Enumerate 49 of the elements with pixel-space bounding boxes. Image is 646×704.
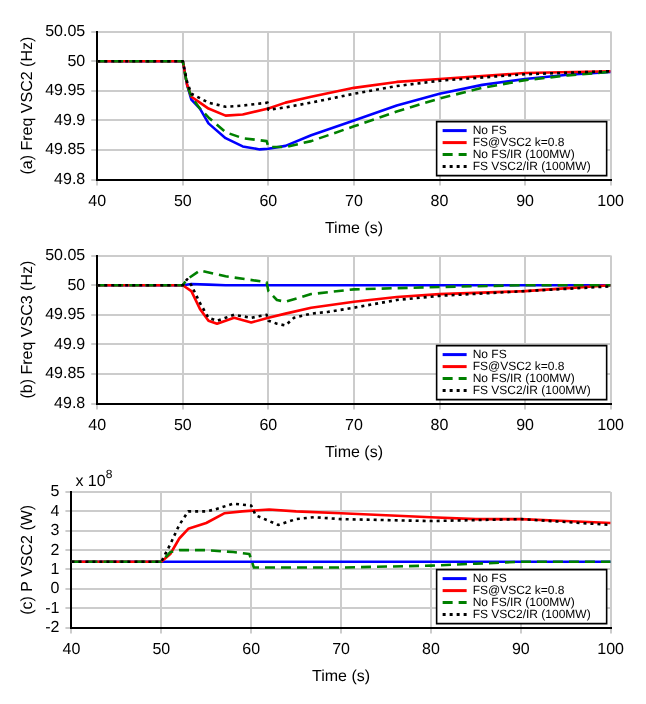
y-tick-label: 2 xyxy=(50,540,61,559)
y-tick-label: 0 xyxy=(50,579,61,598)
y-axis-title: (a) Freq VSC2 (Hz) xyxy=(18,36,37,175)
y-tick-label: 49.8 xyxy=(54,170,87,189)
x-tick-label: 100 xyxy=(597,415,626,434)
x-tick-label: 40 xyxy=(62,639,82,658)
x-tick-label: 80 xyxy=(430,191,450,210)
y-tick-label: 5 xyxy=(50,482,61,501)
x-tick-label: 40 xyxy=(88,415,108,434)
x-tick-label: 70 xyxy=(345,415,364,434)
x-tick-label: 70 xyxy=(332,639,352,658)
y-tick-label: 50 xyxy=(67,51,87,70)
x-tick-label: 90 xyxy=(511,639,531,658)
line-series xyxy=(71,548,611,569)
x-tick-label: 60 xyxy=(259,415,279,434)
x-tick-label: 70 xyxy=(345,191,364,210)
x-tick-label: 80 xyxy=(430,415,450,434)
x-tick-label: 90 xyxy=(516,191,536,210)
x-axis-title: Time (s) xyxy=(324,218,384,237)
y-tick-label: 49.95 xyxy=(45,81,87,100)
y-tick-label: -2 xyxy=(45,618,61,637)
x-tick-label: 90 xyxy=(516,415,536,434)
x-tick-label: 100 xyxy=(597,191,626,210)
x-tick-label: 60 xyxy=(259,191,279,210)
y-tick-label: 49.9 xyxy=(54,334,87,353)
y-tick-label: 49.95 xyxy=(45,305,87,324)
x-tick-label: 80 xyxy=(422,639,441,658)
x-tick-label: 50 xyxy=(173,415,193,434)
x-tick-label: 50 xyxy=(173,191,193,210)
y-tick-label: 1 xyxy=(50,559,61,578)
y-tick-label: -1 xyxy=(45,598,61,617)
y-tick-label: 49.85 xyxy=(45,364,87,383)
y-tick-label: 50 xyxy=(67,275,87,294)
y-tick-label: 49.9 xyxy=(54,110,87,129)
y-tick-label: 4 xyxy=(50,501,61,520)
line-series xyxy=(97,269,611,304)
x-axis-title: Time (s) xyxy=(312,666,371,685)
x-axis-title: Time (s) xyxy=(324,442,384,461)
x-tick-label: 50 xyxy=(152,639,172,658)
y-tick-label: 50.05 xyxy=(45,22,87,41)
x-tick-label: 100 xyxy=(597,639,626,658)
y-axis-title: (c) P VSC2 (W) xyxy=(18,504,37,615)
y-tick-label: 49.85 xyxy=(45,140,87,159)
y-axis-title: (b) Freq VSC3 (Hz) xyxy=(18,260,37,399)
y-tick-label: 49.8 xyxy=(54,394,87,413)
y-tick-label: 3 xyxy=(50,521,61,540)
y-tick-label: 50.05 xyxy=(45,246,87,265)
x-tick-label: 60 xyxy=(242,639,262,658)
x-tick-label: 40 xyxy=(88,191,108,210)
